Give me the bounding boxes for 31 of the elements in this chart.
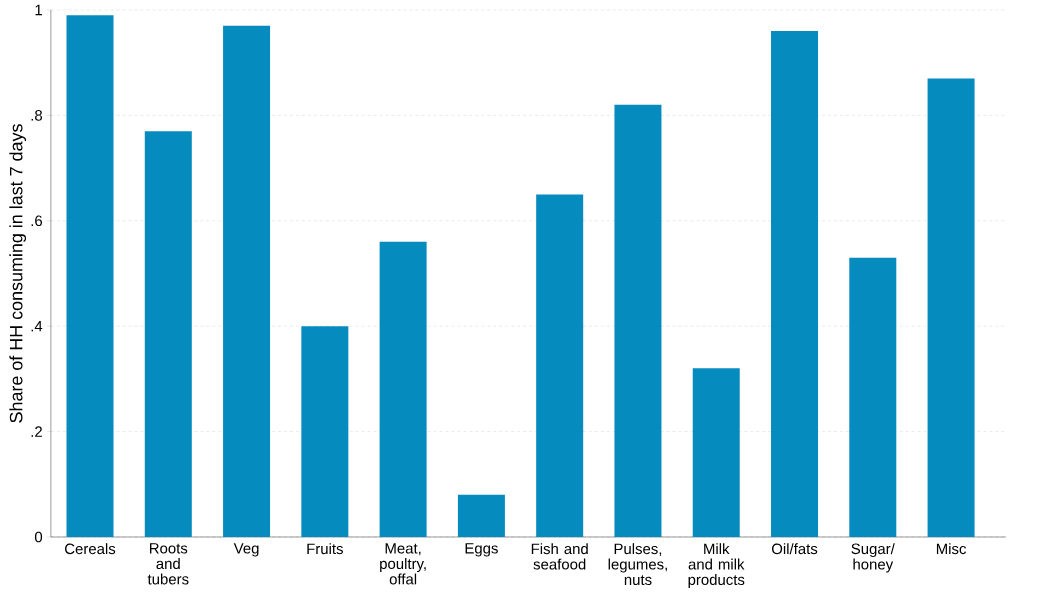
x-tick-label: Fish and seafood xyxy=(531,543,588,570)
x-tick-label: Sugar/ honey xyxy=(851,543,895,573)
bar xyxy=(223,25,271,537)
bar xyxy=(66,15,114,537)
x-tick-label: Fruits xyxy=(307,543,343,555)
y-tick-label: 1 xyxy=(35,4,42,16)
bar xyxy=(144,131,192,537)
x-tick-label: Oil/fats xyxy=(771,543,818,555)
bar xyxy=(692,368,740,537)
x-tick-label: Misc xyxy=(936,543,967,555)
bar xyxy=(379,241,427,537)
x-tick-label: Pulses, legumes, nuts xyxy=(608,543,667,586)
x-tick-label: Roots and tubers xyxy=(147,543,189,585)
y-tick-label: 0 xyxy=(34,531,43,543)
bar xyxy=(457,494,505,537)
bar xyxy=(301,326,349,537)
x-tick-label: Veg xyxy=(233,543,259,557)
bar xyxy=(849,257,897,537)
y-axis-title: Share of HH consuming in last 7 days xyxy=(9,124,27,423)
bar xyxy=(536,194,584,537)
x-tick-label: Eggs xyxy=(465,543,498,557)
y-tick-label: .2 xyxy=(31,426,42,437)
y-tick-label: .8 xyxy=(31,110,43,121)
bar xyxy=(771,31,819,537)
y-tick-label: .4 xyxy=(31,321,43,332)
x-tick-label: Milk and milk products xyxy=(688,543,745,588)
y-tick-label: .6 xyxy=(31,215,43,227)
bar xyxy=(614,104,662,537)
bar xyxy=(927,78,975,537)
x-tick-label: Meat, poultry, offal xyxy=(380,543,426,585)
x-tick-label: Cereals xyxy=(65,543,116,555)
